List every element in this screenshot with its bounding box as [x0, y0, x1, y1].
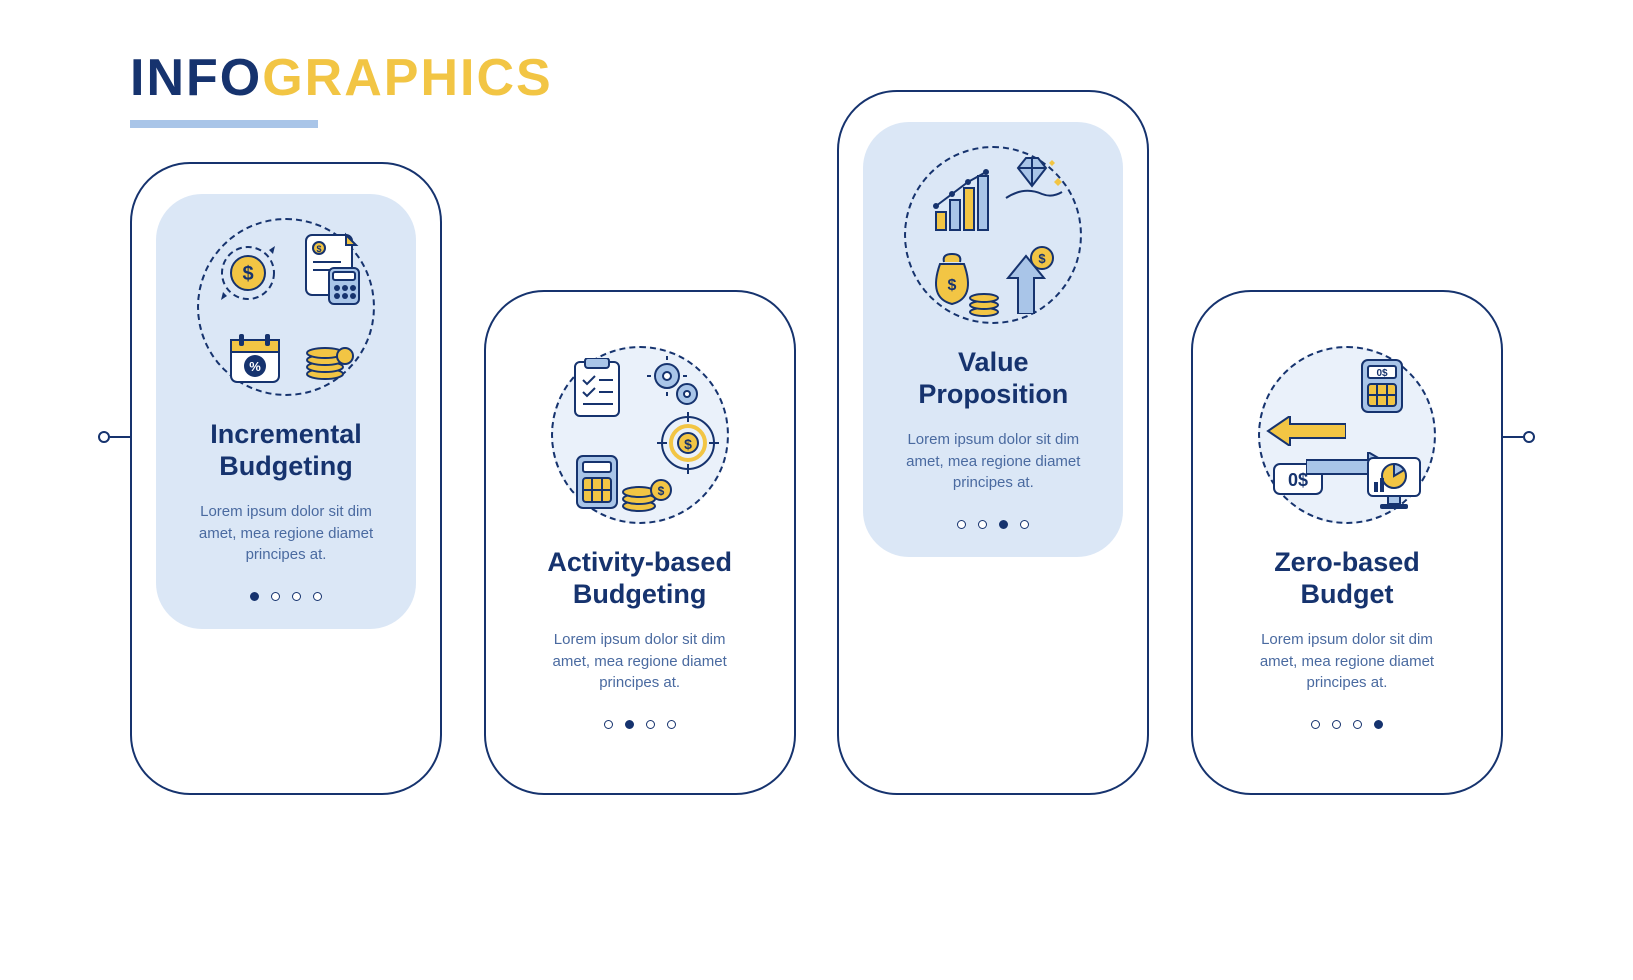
dot-1-active	[250, 592, 259, 601]
connector-node-left	[98, 431, 110, 443]
target-dollar-icon: $	[657, 412, 719, 474]
card-body: Lorem ipsum dolor sit dim amet, mea regi…	[1235, 629, 1459, 694]
connector-node-right	[1523, 431, 1535, 443]
arrow-left-yellow-icon	[1266, 416, 1346, 446]
coins-stack-icon	[305, 338, 355, 382]
card-dots	[957, 520, 1029, 529]
dot-4	[313, 592, 322, 601]
dot-3-active	[999, 520, 1008, 529]
gears-icon	[647, 356, 705, 414]
dot-3	[1353, 720, 1362, 729]
svg-text:$: $	[242, 263, 253, 285]
dot-2	[1332, 720, 1341, 729]
activity-icon: $	[551, 346, 729, 524]
svg-text:$: $	[657, 484, 664, 498]
coins-icon: $	[621, 474, 673, 514]
checklist-icon	[571, 358, 623, 420]
card-dots	[604, 720, 676, 729]
dot-4	[1020, 520, 1029, 529]
gear-dollar-icon: $	[215, 240, 281, 306]
card-title: Activity-based Budgeting	[528, 546, 752, 611]
barchart-up-icon	[930, 168, 1010, 236]
monitor-piechart-icon	[1362, 452, 1426, 512]
cards-row: $ $	[130, 90, 1503, 795]
svg-text:$: $	[948, 277, 957, 294]
svg-text:$: $	[316, 244, 321, 254]
calendar-percent-icon: %	[227, 330, 293, 388]
card-dots	[1311, 720, 1383, 729]
document-calculator-icon: $	[303, 232, 361, 306]
card-title: Incremental Budgeting	[174, 418, 398, 483]
dot-3	[292, 592, 301, 601]
value-icon: $ $	[904, 146, 1082, 324]
card-dots	[250, 592, 322, 601]
svg-text:0$: 0$	[1288, 470, 1308, 490]
svg-text:0$: 0$	[1376, 368, 1388, 379]
dot-1	[1311, 720, 1320, 729]
small-coins-icon	[968, 288, 1012, 318]
calc-zero-icon: 0$	[1358, 356, 1410, 418]
svg-text:$: $	[1039, 251, 1047, 266]
dot-4-active	[1374, 720, 1383, 729]
svg-text:$: $	[684, 436, 692, 452]
dot-2	[271, 592, 280, 601]
dot-3	[646, 720, 655, 729]
card-incremental: $ $	[130, 162, 442, 795]
card-inner: $	[510, 322, 770, 757]
dot-1	[957, 520, 966, 529]
card-inner: $ $ Value Proposition Lorem ipsum dolor …	[863, 122, 1123, 557]
zero-icon: 0$ 0$	[1258, 346, 1436, 524]
card-zero: 0$ 0$	[1191, 290, 1503, 795]
incremental-icon: $ $	[197, 218, 375, 396]
dot-4	[667, 720, 676, 729]
card-title: Value Proposition	[881, 346, 1105, 411]
dot-1	[604, 720, 613, 729]
card-body: Lorem ipsum dolor sit dim amet, mea regi…	[881, 429, 1105, 494]
dot-2-active	[625, 720, 634, 729]
dot-2	[978, 520, 987, 529]
card-inner: $ $	[156, 194, 416, 629]
diamond-hand-icon	[1000, 154, 1070, 210]
card-inner: 0$ 0$	[1217, 322, 1477, 757]
card-activity: $	[484, 290, 796, 795]
svg-text:%: %	[249, 359, 261, 374]
card-body: Lorem ipsum dolor sit dim amet, mea regi…	[174, 501, 398, 566]
card-body: Lorem ipsum dolor sit dim amet, mea regi…	[528, 629, 752, 694]
card-value: $ $ Value Proposition Lorem ipsum dolor …	[837, 90, 1149, 795]
card-title: Zero-based Budget	[1235, 546, 1459, 611]
